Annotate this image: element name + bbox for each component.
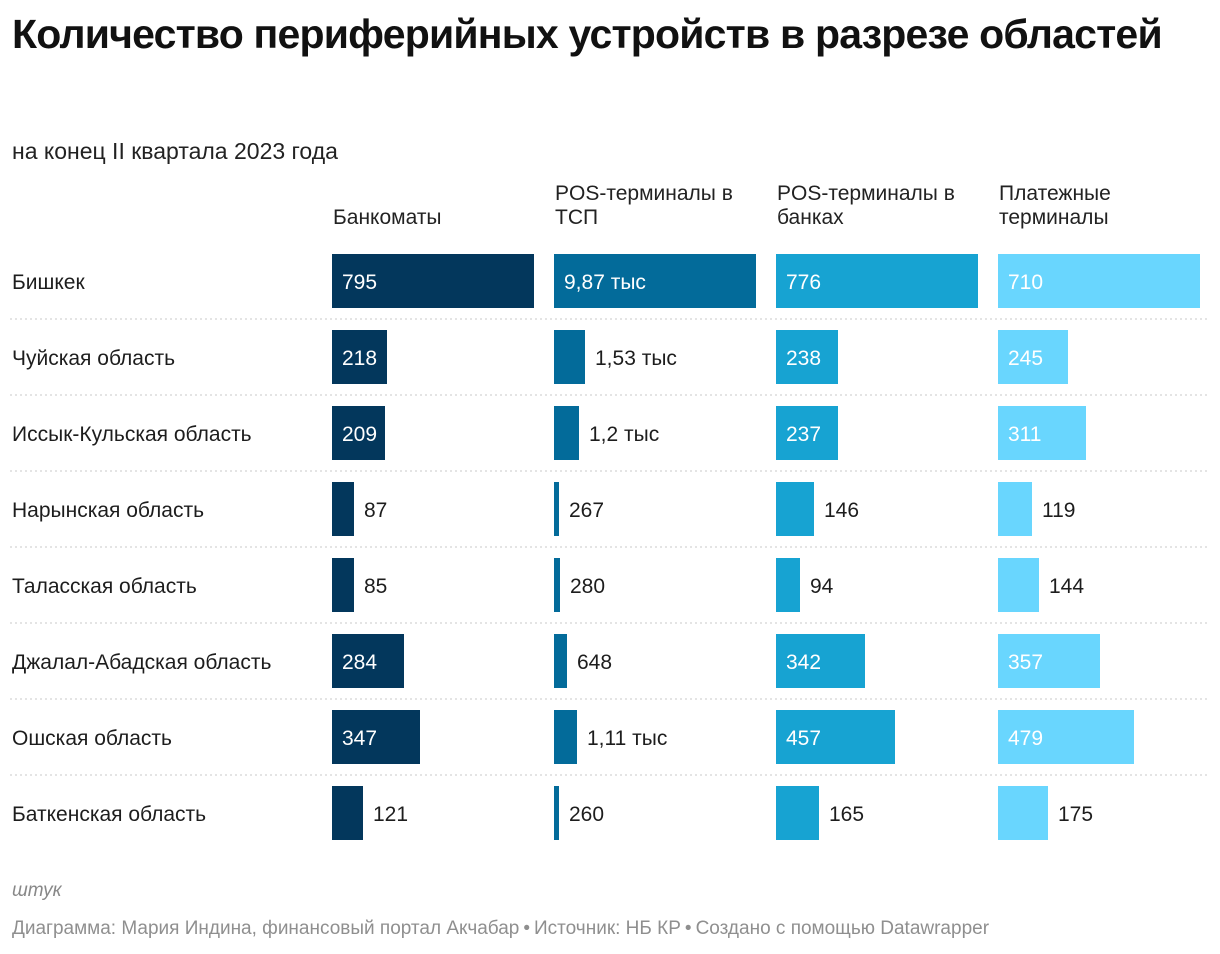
bar <box>776 330 838 384</box>
data-label: 311 <box>1008 423 1041 446</box>
data-label: 776 <box>786 271 821 294</box>
bar <box>554 786 559 840</box>
data-label: 1,53 тыс <box>595 347 677 370</box>
bar <box>776 254 978 308</box>
bar <box>776 710 895 764</box>
data-label: 209 <box>342 423 377 446</box>
credit-tool: Создано с помощью Datawrapper <box>695 918 990 939</box>
bar <box>998 482 1032 536</box>
credit-separator: • <box>684 918 692 939</box>
bar <box>332 710 420 764</box>
bar <box>776 634 865 688</box>
bar <box>332 482 354 536</box>
chart-subtitle: на конец II квартала 2023 года <box>12 138 338 164</box>
bar <box>776 558 800 612</box>
bar <box>332 786 363 840</box>
bar <box>998 710 1134 764</box>
credit-author: Диаграмма: Мария Индина, финансовый порт… <box>12 918 520 939</box>
data-label: 237 <box>786 423 821 446</box>
bar <box>332 406 385 460</box>
data-label: 347 <box>342 727 377 750</box>
bar <box>554 254 756 308</box>
data-label: 94 <box>810 575 834 598</box>
bar <box>998 254 1200 308</box>
bar <box>998 634 1100 688</box>
credit-separator: • <box>523 918 531 939</box>
bar <box>998 786 1048 840</box>
data-label: 245 <box>1008 347 1043 370</box>
row-label: Баткенская область <box>12 803 206 826</box>
bar <box>998 330 1068 384</box>
row-label: Чуйская область <box>12 347 175 370</box>
data-label: 146 <box>824 499 859 522</box>
data-label: 357 <box>1008 651 1043 674</box>
bar <box>554 482 559 536</box>
bar <box>554 558 560 612</box>
row-label: Таласская область <box>12 575 197 598</box>
unit-note: штук <box>12 880 62 901</box>
data-label: 284 <box>342 651 377 674</box>
bar <box>332 634 404 688</box>
data-label: 175 <box>1058 803 1093 826</box>
bar <box>776 482 814 536</box>
data-label: 342 <box>786 651 821 674</box>
data-label: 121 <box>373 803 408 826</box>
bar <box>332 558 354 612</box>
chart-title: Количество периферийных устройств в разр… <box>12 11 1163 57</box>
data-label: 267 <box>569 499 604 522</box>
row-label: Нарынская область <box>12 499 204 522</box>
data-label: 648 <box>577 651 612 674</box>
column-header: терминалы <box>999 206 1109 229</box>
column-header: Банкоматы <box>333 206 442 229</box>
bar <box>554 634 567 688</box>
bar <box>776 406 838 460</box>
bar <box>998 406 1086 460</box>
data-label: 795 <box>342 271 377 294</box>
column-header: ТСП <box>555 206 598 229</box>
column-header: Платежные <box>999 182 1111 205</box>
data-label: 238 <box>786 347 821 370</box>
bar <box>998 558 1039 612</box>
row-label: Бишкек <box>12 271 85 294</box>
data-label: 1,11 тыс <box>587 727 667 750</box>
bar <box>554 710 577 764</box>
credit-source: Источник: НБ КР <box>534 918 681 939</box>
row-label: Ошская область <box>12 727 172 750</box>
data-label: 260 <box>569 803 604 826</box>
data-label: 218 <box>342 347 377 370</box>
column-header: банках <box>777 206 844 229</box>
data-label: 710 <box>1008 271 1043 294</box>
data-label: 165 <box>829 803 864 826</box>
column-header: POS-терминалы в <box>777 182 955 205</box>
data-label: 479 <box>1008 727 1043 750</box>
column-header: POS-терминалы в <box>555 182 733 205</box>
data-label: 87 <box>364 499 387 522</box>
data-label: 280 <box>570 575 605 598</box>
bar <box>332 254 534 308</box>
bar <box>554 330 585 384</box>
data-label: 1,2 тыс <box>589 423 659 446</box>
data-label: 9,87 тыс <box>564 271 646 294</box>
row-label: Джалал-Абадская область <box>12 651 271 674</box>
bar <box>776 786 819 840</box>
data-label: 85 <box>364 575 387 598</box>
bar <box>554 406 579 460</box>
row-label: Иссык-Кульская область <box>12 423 252 446</box>
data-label: 457 <box>786 727 821 750</box>
bar <box>332 330 387 384</box>
data-label: 144 <box>1049 575 1084 598</box>
credits: Диаграмма: Мария Индина, финансовый порт… <box>12 918 989 940</box>
data-label: 119 <box>1042 499 1075 522</box>
